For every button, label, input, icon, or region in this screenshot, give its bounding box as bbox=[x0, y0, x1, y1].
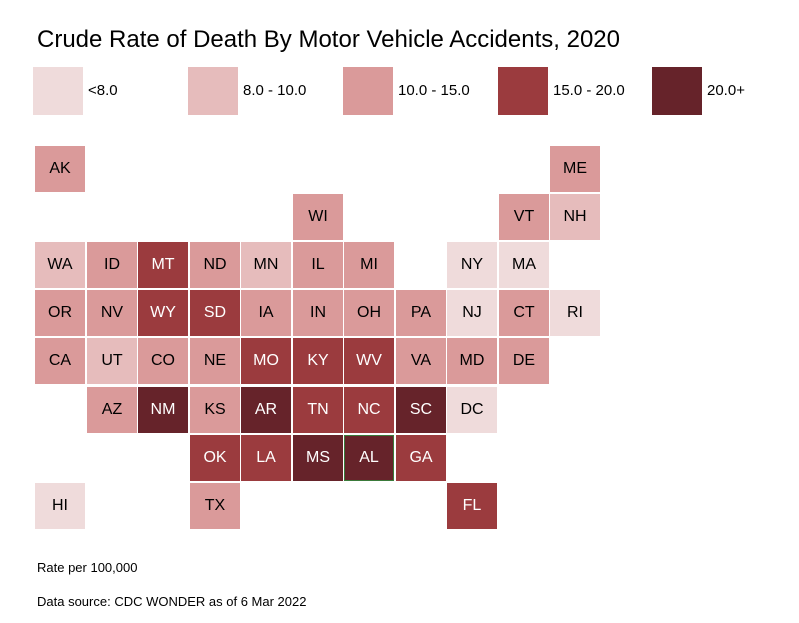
state-tile-ca[interactable]: CA bbox=[35, 338, 85, 384]
state-tile-ks[interactable]: KS bbox=[190, 387, 240, 433]
state-tile-tn[interactable]: TN bbox=[293, 387, 343, 433]
legend-label: <8.0 bbox=[88, 82, 118, 99]
state-tile-ny[interactable]: NY bbox=[447, 242, 497, 288]
state-tile-ma[interactable]: MA bbox=[499, 242, 549, 288]
state-tile-nd[interactable]: ND bbox=[190, 242, 240, 288]
state-tile-mn[interactable]: MN bbox=[241, 242, 291, 288]
legend-swatch bbox=[652, 67, 702, 115]
state-tile-id[interactable]: ID bbox=[87, 242, 137, 288]
state-tile-mi[interactable]: MI bbox=[344, 242, 394, 288]
state-tile-nv[interactable]: NV bbox=[87, 290, 137, 336]
state-tile-me[interactable]: ME bbox=[550, 146, 600, 192]
legend-label: 15.0 - 20.0 bbox=[553, 82, 625, 99]
state-tile-dc[interactable]: DC bbox=[447, 387, 497, 433]
map-title: Crude Rate of Death By Motor Vehicle Acc… bbox=[37, 26, 620, 53]
state-tile-la[interactable]: LA bbox=[241, 435, 291, 481]
legend-label: 10.0 - 15.0 bbox=[398, 82, 470, 99]
state-tile-hi[interactable]: HI bbox=[35, 483, 85, 529]
legend-swatch bbox=[498, 67, 548, 115]
state-tile-or[interactable]: OR bbox=[35, 290, 85, 336]
state-tile-ar[interactable]: AR bbox=[241, 387, 291, 433]
state-tile-ut[interactable]: UT bbox=[87, 338, 137, 384]
state-tile-mt[interactable]: MT bbox=[138, 242, 188, 288]
state-tile-az[interactable]: AZ bbox=[87, 387, 137, 433]
state-tile-md[interactable]: MD bbox=[447, 338, 497, 384]
state-tile-ak[interactable]: AK bbox=[35, 146, 85, 192]
state-tile-vt[interactable]: VT bbox=[499, 194, 549, 240]
state-tile-in[interactable]: IN bbox=[293, 290, 343, 336]
state-tile-co[interactable]: CO bbox=[138, 338, 188, 384]
state-tile-ok[interactable]: OK bbox=[190, 435, 240, 481]
state-tile-ne[interactable]: NE bbox=[190, 338, 240, 384]
legend-swatch bbox=[343, 67, 393, 115]
state-tile-de[interactable]: DE bbox=[499, 338, 549, 384]
state-tile-ri[interactable]: RI bbox=[550, 290, 600, 336]
state-tile-wv[interactable]: WV bbox=[344, 338, 394, 384]
state-tile-nc[interactable]: NC bbox=[344, 387, 394, 433]
state-tile-ia[interactable]: IA bbox=[241, 290, 291, 336]
state-tile-nh[interactable]: NH bbox=[550, 194, 600, 240]
units-note: Rate per 100,000 bbox=[37, 560, 138, 575]
state-tile-nm[interactable]: NM bbox=[138, 387, 188, 433]
state-tile-pa[interactable]: PA bbox=[396, 290, 446, 336]
state-tile-ga[interactable]: GA bbox=[396, 435, 446, 481]
state-tile-ct[interactable]: CT bbox=[499, 290, 549, 336]
legend-label: 20.0+ bbox=[707, 82, 745, 99]
state-tile-wy[interactable]: WY bbox=[138, 290, 188, 336]
state-tile-ky[interactable]: KY bbox=[293, 338, 343, 384]
state-tile-il[interactable]: IL bbox=[293, 242, 343, 288]
state-tile-wa[interactable]: WA bbox=[35, 242, 85, 288]
state-tile-sc[interactable]: SC bbox=[396, 387, 446, 433]
state-tile-va[interactable]: VA bbox=[396, 338, 446, 384]
state-tile-sd[interactable]: SD bbox=[190, 290, 240, 336]
data-source-note: Data source: CDC WONDER as of 6 Mar 2022 bbox=[37, 594, 307, 609]
legend-label: 8.0 - 10.0 bbox=[243, 82, 307, 99]
state-tile-ms[interactable]: MS bbox=[293, 435, 343, 481]
legend-swatch bbox=[188, 67, 238, 115]
legend-swatch bbox=[33, 67, 83, 115]
state-tile-oh[interactable]: OH bbox=[344, 290, 394, 336]
state-tile-wi[interactable]: WI bbox=[293, 194, 343, 240]
state-tile-fl[interactable]: FL bbox=[447, 483, 497, 529]
state-tile-tx[interactable]: TX bbox=[190, 483, 240, 529]
state-tile-al[interactable]: AL bbox=[344, 435, 394, 481]
state-tile-mo[interactable]: MO bbox=[241, 338, 291, 384]
state-tile-nj[interactable]: NJ bbox=[447, 290, 497, 336]
